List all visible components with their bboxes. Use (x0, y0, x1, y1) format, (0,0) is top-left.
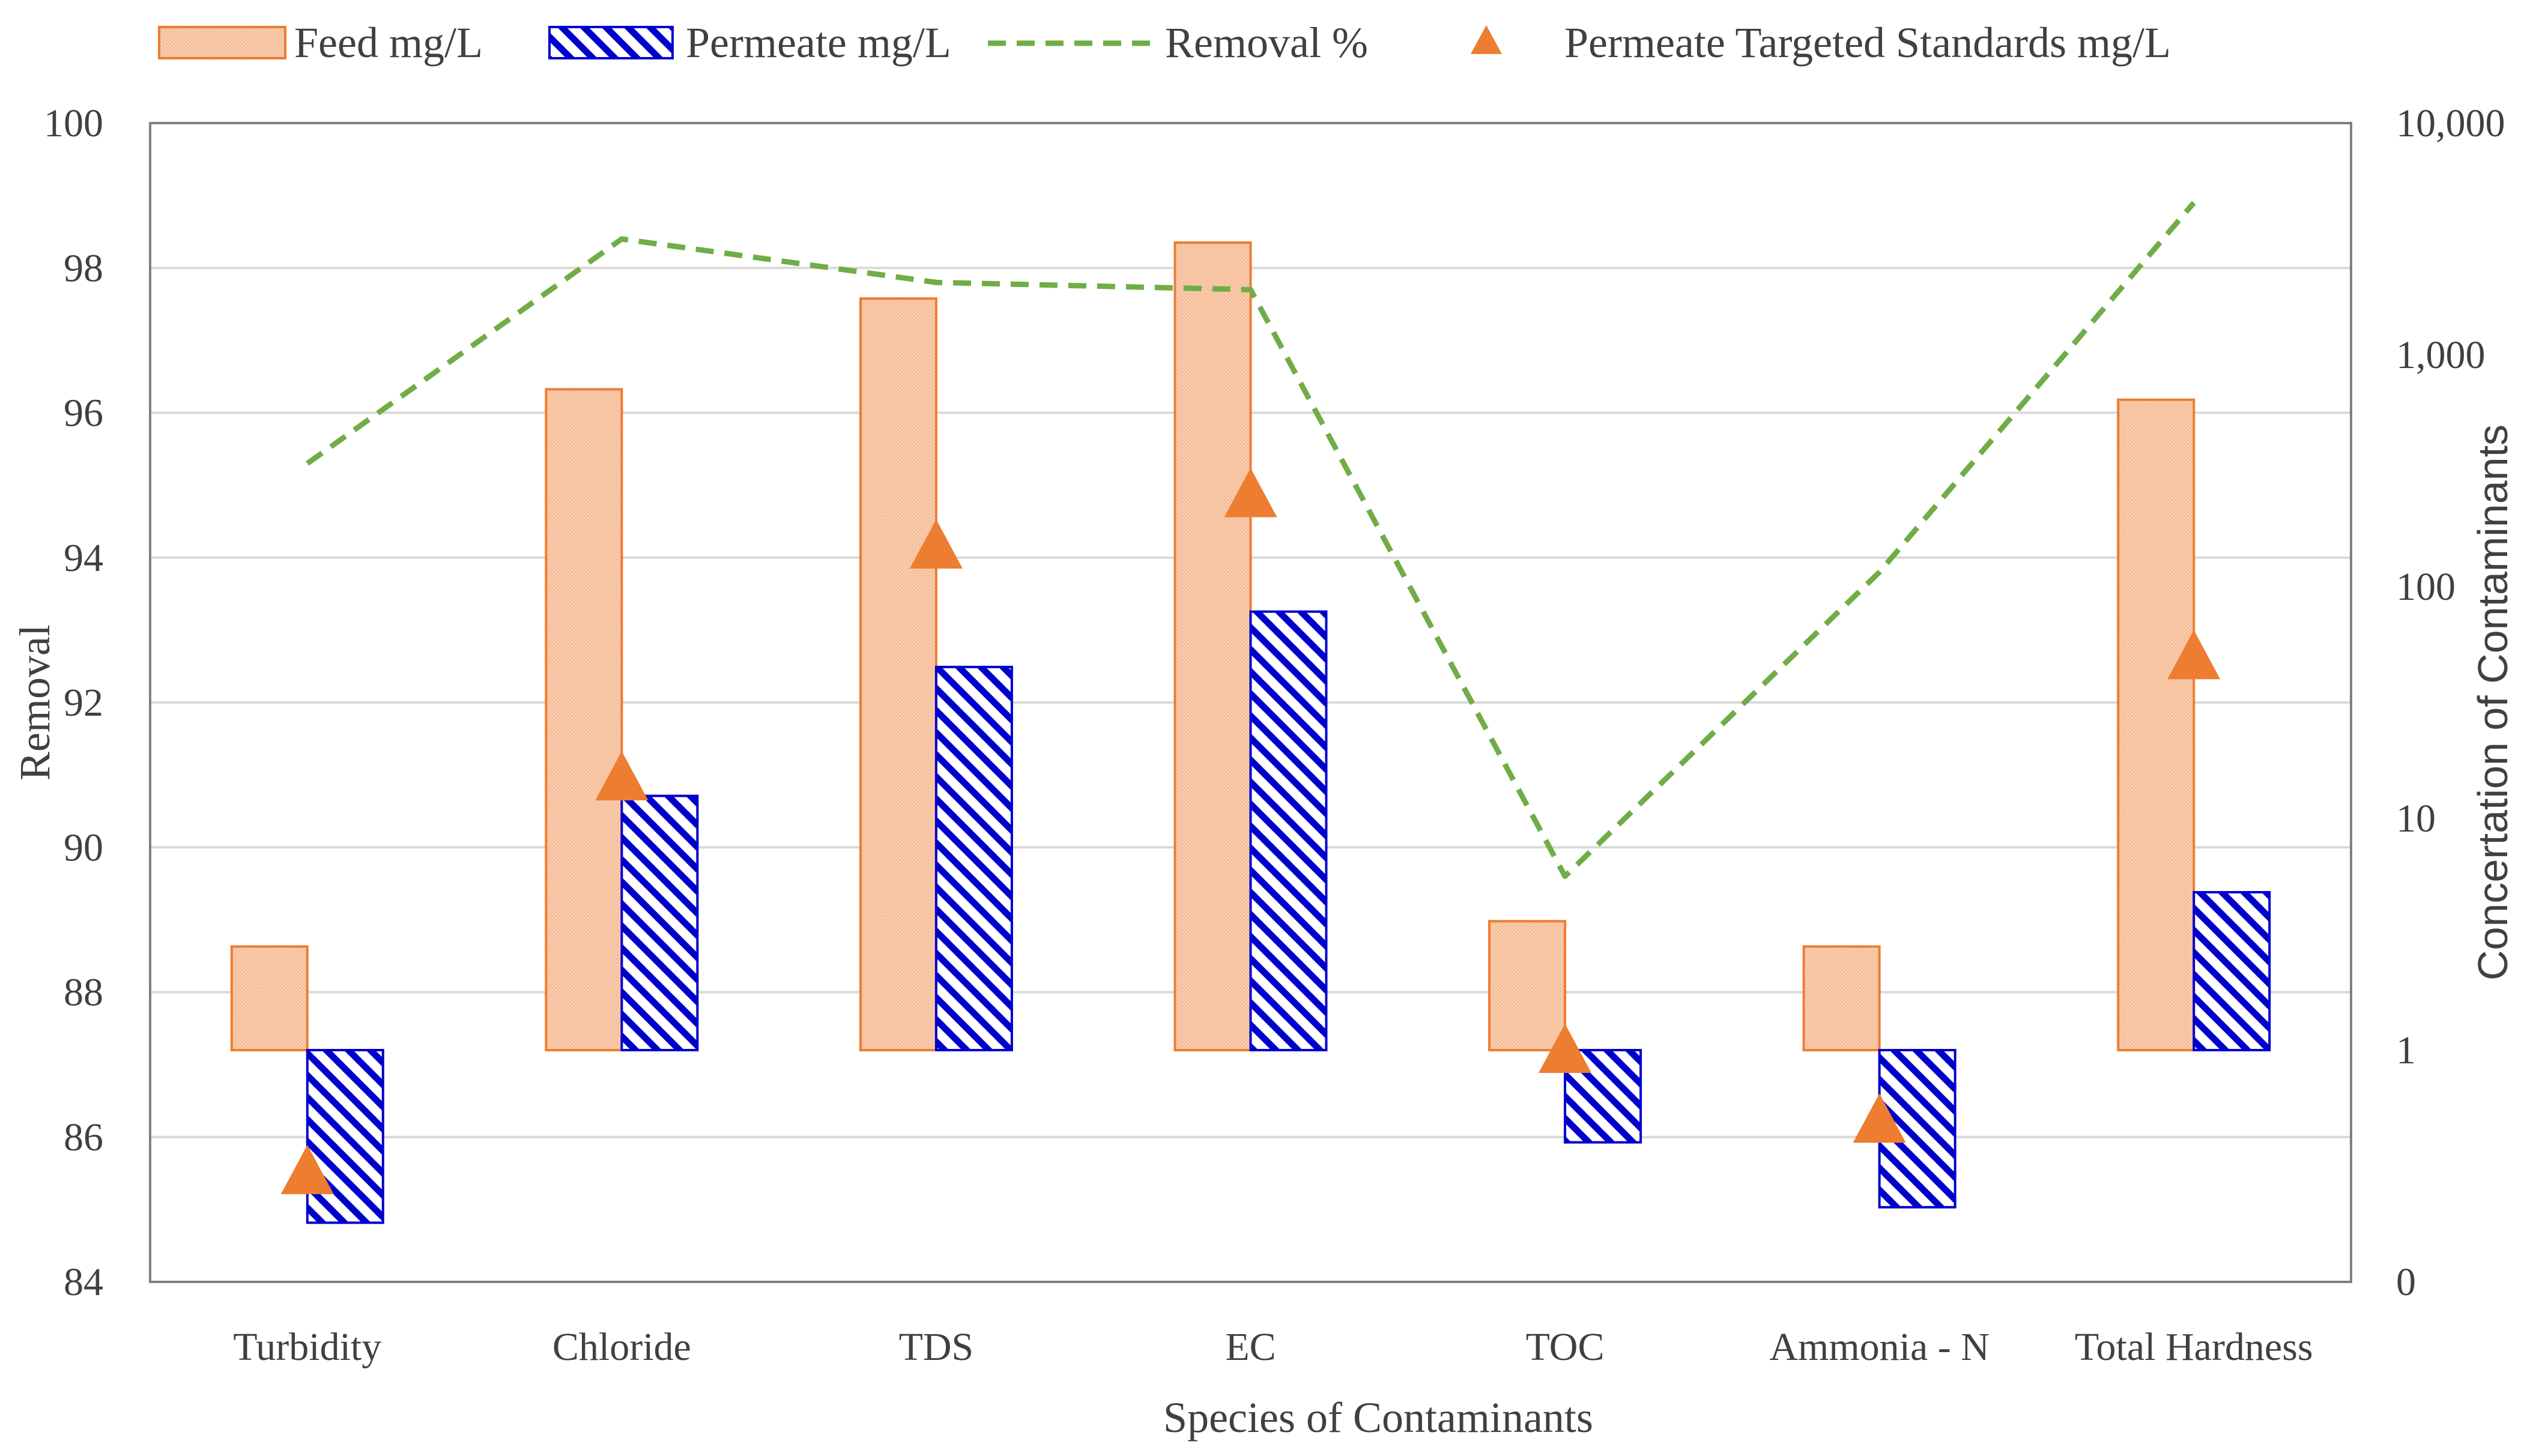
y-tick-label: 84 (64, 1260, 103, 1304)
left-axis-ticks: 84 86 88 90 92 94 96 98 100 (44, 101, 103, 1304)
permeate-bar (620, 794, 699, 1052)
y2-tick-label: 10,000 (2396, 101, 2505, 145)
x-tick-label: EC (1225, 1325, 1276, 1369)
permeate-bar (1249, 610, 1328, 1051)
x-tick-label: Chloride (552, 1325, 691, 1369)
x-axis-title: Species of Contaminants (1163, 1394, 1593, 1442)
standard-marker (909, 519, 963, 569)
legend-label-feed: Feed mg/L (294, 19, 483, 67)
standard-marker (595, 751, 649, 801)
legend-label-permeate: Permeate mg/L (686, 19, 951, 67)
x-tick-label: Total Hardness (2075, 1325, 2313, 1369)
x-axis-ticks: Turbidity Chloride TDS EC TOC Ammonia - N Tota… (233, 1325, 2313, 1369)
standard-marker (1224, 468, 1277, 518)
y2-axis-title: Concertation of Contaminants (2469, 424, 2516, 980)
feed-bar (1488, 920, 1567, 1051)
feed-bar (2117, 398, 2196, 1051)
feed-bar (859, 297, 937, 1052)
y-tick-label: 92 (64, 681, 103, 725)
x-tick-label: TDS (899, 1325, 974, 1369)
y-tick-label: 88 (64, 971, 103, 1015)
legend-swatch-feed (158, 26, 286, 59)
standard-marker (1539, 1024, 1592, 1073)
y-tick-label: 94 (64, 536, 103, 580)
standard-marker (280, 1144, 334, 1194)
legend-swatch-standards (1471, 25, 1502, 54)
feed-bar (1802, 945, 1881, 1051)
removal-line-layer (306, 201, 2196, 879)
permeate-bar (306, 1049, 384, 1224)
right-axis-ticks: 0 1 10 100 1,000 10,000 (2396, 101, 2505, 1304)
legend-label-removal: Removal % (1165, 19, 1368, 67)
x-tick-label: TOC (1526, 1325, 1605, 1369)
x-tick-label: Turbidity (233, 1325, 381, 1369)
feed-bar (545, 388, 623, 1051)
feed-bar (230, 945, 309, 1051)
feed-bar (1173, 241, 1252, 1051)
y-tick-label: 98 (64, 246, 103, 290)
y2-tick-label: 10 (2396, 797, 2436, 841)
y-tick-label: 100 (44, 101, 103, 145)
permeate-bar (2193, 891, 2271, 1051)
removal-line (306, 201, 2196, 879)
legend-swatch-permeate (548, 26, 674, 59)
x-tick-label: Ammonia - N (1769, 1325, 1990, 1369)
y-axis-title: Removal (11, 624, 59, 781)
standard-markers-layer (280, 468, 2221, 1194)
y2-tick-label: 100 (2396, 565, 2456, 609)
y2-tick-label: 0 (2396, 1260, 2416, 1304)
y2-tick-label: 1 (2396, 1029, 2416, 1072)
legend: Feed mg/L Permeate mg/L Removal % Permea… (158, 19, 2171, 67)
plot-area-frame (149, 122, 2352, 1283)
y2-tick-label: 1,000 (2396, 333, 2486, 377)
legend-label-standards: Permeate Targeted Standards mg/L (1564, 19, 2171, 67)
standard-marker (2167, 630, 2221, 680)
permeate-bar (934, 665, 1013, 1051)
bars-layer (230, 241, 2271, 1224)
y-tick-label: 90 (64, 826, 103, 869)
y-tick-label: 96 (64, 391, 103, 435)
y-tick-label: 86 (64, 1116, 103, 1159)
standard-marker (1853, 1093, 1906, 1143)
